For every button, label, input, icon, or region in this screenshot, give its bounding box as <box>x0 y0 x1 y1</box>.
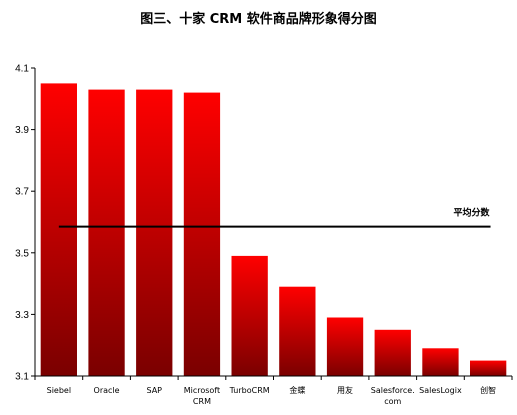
bar <box>88 89 125 376</box>
bar <box>470 360 507 376</box>
chart-title: 图三、十家 CRM 软件商品牌形象得分图 <box>140 12 377 27</box>
labels-group: Siebel Oracle SAP Microsoft CRM TurboCRM 金蝶 用友 S… <box>47 385 497 406</box>
bar <box>279 286 316 376</box>
bar <box>136 89 173 376</box>
bar <box>422 348 459 376</box>
x-category-label: CRM <box>193 397 211 406</box>
axes-group: 3.1 3.3 3.5 3.7 3.9 4.1 <box>15 64 513 383</box>
bar <box>326 317 364 376</box>
y-tick-label: 3.3 <box>15 310 29 321</box>
x-category-label: SalesLogix <box>419 386 462 395</box>
x-category-label: Oracle <box>94 386 120 395</box>
x-category-label: 创智 <box>480 385 496 395</box>
y-tick-label: 3.5 <box>15 248 29 259</box>
bar <box>40 83 77 377</box>
x-category-label: com <box>384 397 401 406</box>
x-category-label: SAP <box>146 386 162 395</box>
x-category-label: Microsoft <box>184 386 220 395</box>
y-tick-label: 3.1 <box>15 372 29 383</box>
x-category-label: TurboCRM <box>229 386 270 395</box>
bar <box>374 329 411 376</box>
average-group: 平均分数 <box>58 207 491 228</box>
y-tick-label: 3.7 <box>15 187 29 198</box>
bar <box>231 255 268 376</box>
x-category-label: Siebel <box>47 386 71 395</box>
y-tick-label: 3.9 <box>15 125 29 136</box>
bars-group <box>40 83 507 377</box>
x-category-label: 金蝶 <box>289 385 305 395</box>
x-category-label: 用友 <box>337 385 353 395</box>
y-tick-label: 4.1 <box>15 64 29 75</box>
bar <box>183 92 221 376</box>
average-label: 平均分数 <box>453 207 490 219</box>
x-category-label: Salesforce. <box>371 386 415 395</box>
